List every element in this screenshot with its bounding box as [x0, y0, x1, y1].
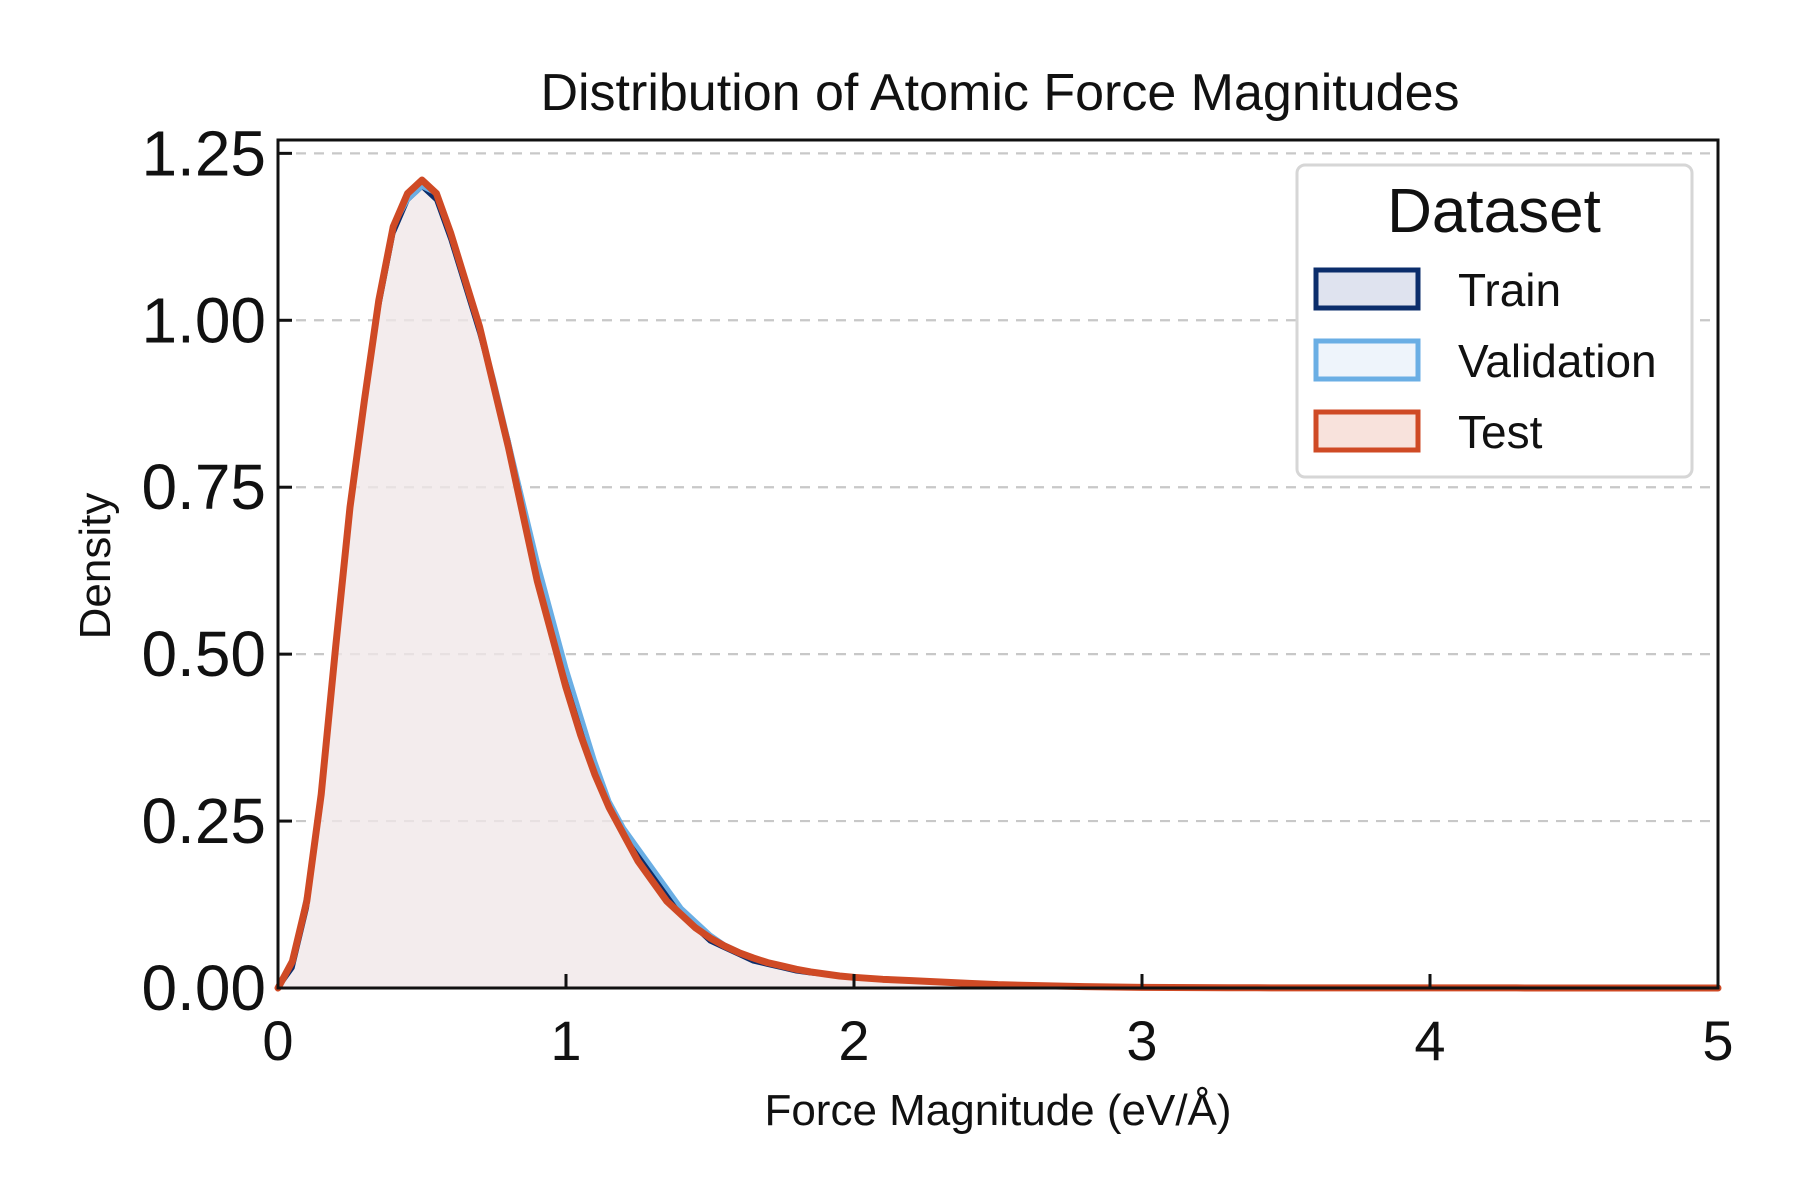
- legend-label-validation: Validation: [1458, 335, 1657, 387]
- fill-layer: [278, 180, 1718, 989]
- y-tick-label: 0.00: [141, 952, 266, 1024]
- series-fill-test: [278, 180, 1718, 988]
- x-tick-label: 0: [262, 1009, 293, 1072]
- y-tick-label: 0.75: [141, 451, 266, 523]
- y-tick-label: 1.00: [141, 284, 266, 356]
- legend: Dataset Train Validation Test: [1295, 163, 1694, 479]
- legend-label-test: Test: [1458, 406, 1543, 458]
- x-tick-label: 1: [550, 1009, 581, 1072]
- y-axis-ticks: 0.00 0.25 0.50 0.75 1.00 1.25: [141, 117, 292, 1024]
- x-axis-label: Force Magnitude (eV/Å): [764, 1086, 1231, 1135]
- grid-lines: [278, 152, 1718, 823]
- legend-label-train: Train: [1458, 264, 1561, 316]
- plot-frame: [276, 138, 1720, 990]
- legend-box: [1295, 163, 1694, 479]
- y-tick-label: 0.25: [141, 785, 266, 857]
- legend-items: Train Validation Test: [1313, 264, 1657, 458]
- legend-swatch-validation: [1313, 338, 1421, 382]
- series-fill-validation: [278, 186, 1718, 989]
- chart-title: Distribution of Atomic Force Magnitudes: [540, 64, 1459, 122]
- series-fill-train: [278, 186, 1718, 989]
- y-axis-label: Density: [71, 493, 120, 640]
- x-tick-label: 5: [1702, 1009, 1733, 1072]
- x-axis-ticks: 0 1 2 3 4 5: [262, 974, 1734, 1072]
- legend-title: Dataset: [1387, 177, 1601, 246]
- x-tick-label: 2: [838, 1009, 869, 1072]
- y-tick-label: 0.50: [141, 618, 266, 690]
- y-tick-label: 1.25: [141, 117, 266, 189]
- x-tick-label: 3: [1126, 1009, 1157, 1072]
- legend-swatch-test: [1313, 409, 1421, 453]
- legend-swatch-train: [1313, 267, 1421, 311]
- x-tick-label: 4: [1414, 1009, 1445, 1072]
